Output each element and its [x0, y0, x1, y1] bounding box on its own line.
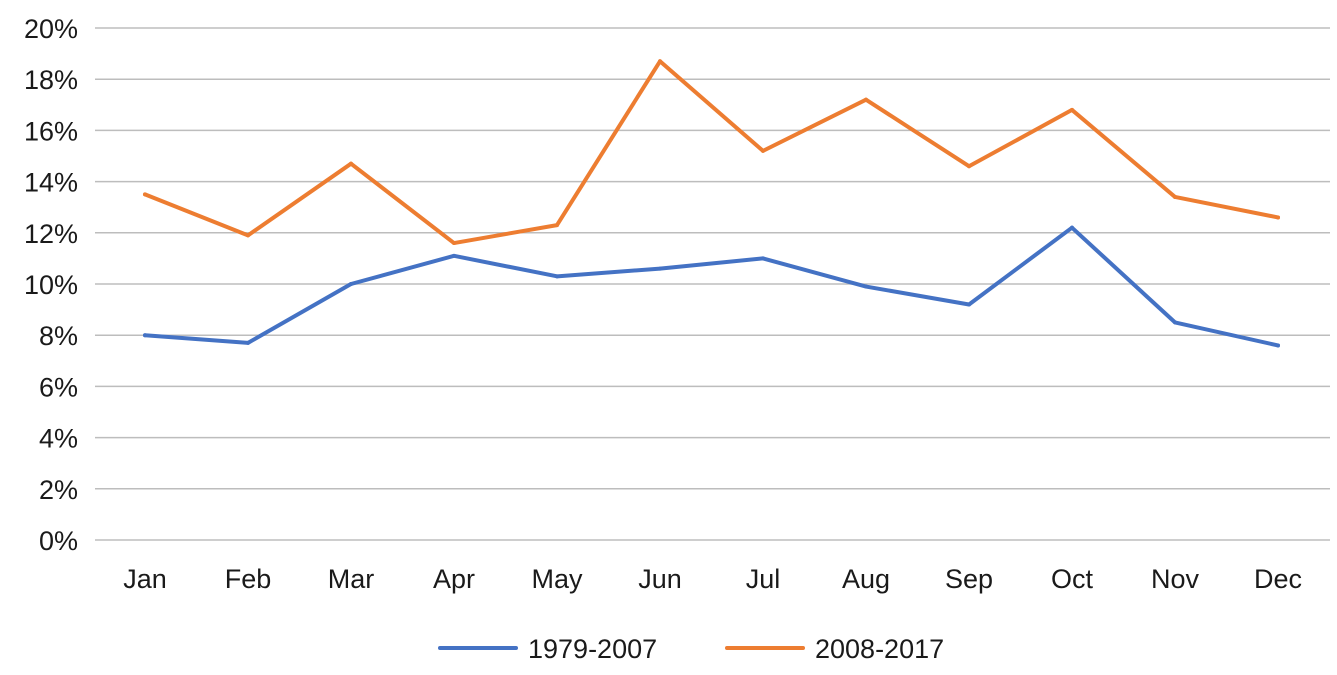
data-point — [761, 256, 765, 261]
series-line-1979-2007 — [143, 225, 1280, 348]
data-point — [967, 164, 971, 169]
y-tick-label: 18% — [24, 65, 78, 95]
data-point — [864, 97, 868, 102]
y-tick-label: 8% — [39, 321, 78, 351]
data-point — [246, 233, 250, 238]
data-point — [349, 282, 353, 286]
data-point — [1173, 194, 1177, 199]
y-tick-label: 14% — [24, 168, 78, 198]
legend: 1979-2007 2008-2017 — [438, 634, 944, 664]
legend-label: 1979-2007 — [528, 634, 657, 664]
y-tick-label: 16% — [24, 116, 78, 146]
x-tick-label: May — [531, 564, 583, 594]
x-tick-label: Aug — [842, 564, 890, 594]
data-point — [452, 253, 456, 258]
data-point — [555, 223, 559, 228]
x-tick-label: Jan — [123, 564, 167, 594]
x-tick-label: Oct — [1051, 564, 1094, 594]
data-point — [1276, 343, 1280, 348]
x-axis-tick-labels: Jan Feb Mar Apr May Jun Jul Aug Sep Oct Nov Dec — [123, 564, 1302, 594]
x-tick-label: Jun — [638, 564, 682, 594]
data-point — [1276, 215, 1280, 220]
data-point — [1070, 107, 1074, 112]
y-tick-label: 6% — [39, 372, 78, 402]
x-tick-label: Apr — [433, 564, 475, 594]
y-tick-label: 2% — [39, 475, 78, 505]
series-line-2008-2017 — [143, 59, 1280, 246]
legend-label: 2008-2017 — [815, 634, 944, 664]
data-point — [555, 274, 559, 279]
data-point — [1070, 225, 1074, 230]
y-tick-label: 20% — [24, 14, 78, 44]
data-point — [143, 192, 147, 197]
data-point — [967, 302, 971, 307]
y-tick-label: 4% — [39, 424, 78, 454]
data-point — [246, 340, 250, 345]
gridlines — [95, 27, 1330, 541]
data-point — [1173, 320, 1177, 325]
y-tick-label: 10% — [24, 270, 78, 300]
x-tick-label: Mar — [328, 564, 375, 594]
x-tick-label: Nov — [1151, 564, 1200, 594]
series-lines — [143, 59, 1280, 348]
x-tick-label: Jul — [746, 564, 781, 594]
x-tick-label: Sep — [945, 564, 993, 594]
data-point — [658, 59, 662, 64]
x-tick-label: Feb — [225, 564, 272, 594]
data-point — [658, 266, 662, 271]
x-tick-label: Dec — [1254, 564, 1302, 594]
data-point — [761, 148, 765, 153]
data-point — [864, 284, 868, 289]
data-point — [452, 241, 456, 246]
y-tick-label: 0% — [39, 526, 78, 556]
y-axis-tick-labels: 0% 2% 4% 6% 8% 10% 12% 14% 16% 18% 20% — [24, 14, 78, 556]
data-point — [349, 161, 353, 166]
y-tick-label: 12% — [24, 219, 78, 249]
data-point — [143, 333, 147, 338]
